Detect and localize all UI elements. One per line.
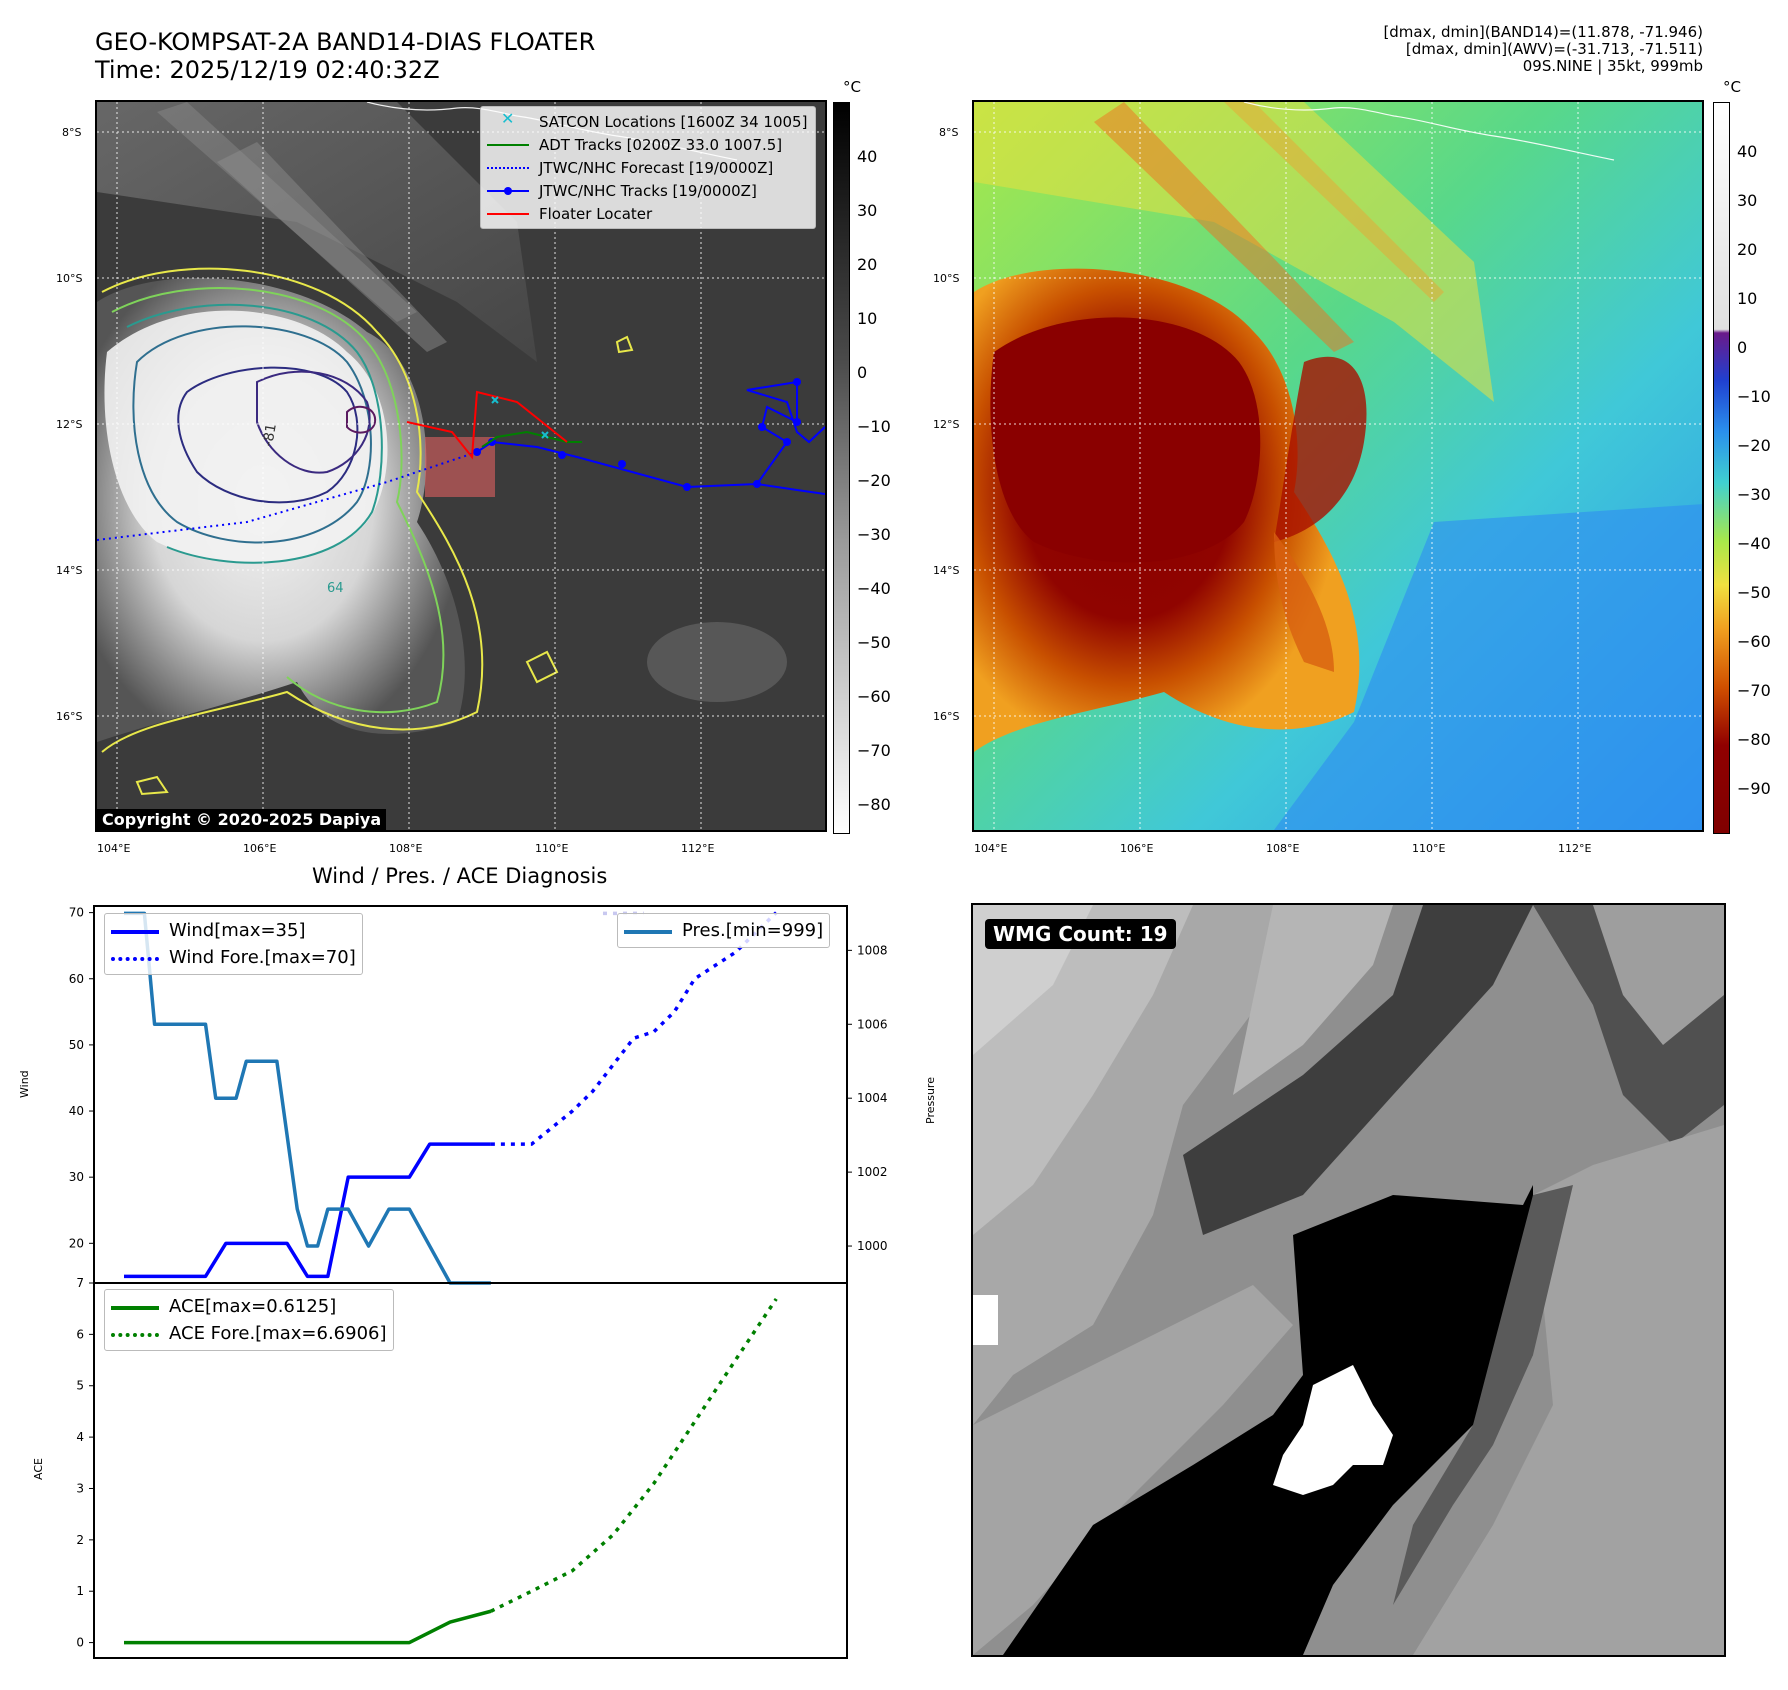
ace-line <box>124 1609 492 1645</box>
lat-tick: 14°S <box>933 564 960 577</box>
legend-satcon: ✕ SATCON Locations [1600Z 34 1005] <box>487 108 809 133</box>
lon-tick: 108°E <box>1266 842 1300 855</box>
diagnosis-title: Wind / Pres. / ACE Diagnosis <box>312 864 608 888</box>
lon-tick: 104°E <box>97 842 131 855</box>
y-tick-label: 30 <box>69 1170 84 1184</box>
legend-adt: ADT Tracks [0200Z 33.0 1007.5] <box>487 133 809 156</box>
gray-colorbar <box>833 102 850 834</box>
y-tick-label: 0 <box>76 1636 84 1650</box>
wind-line <box>124 1142 491 1279</box>
contour-label-64: 64 <box>327 581 344 596</box>
legend-forecast: JTWC/NHC Forecast [19/0000Z] <box>487 156 809 179</box>
legend-tracks: JTWC/NHC Tracks [19/0000Z] <box>487 179 809 202</box>
title-line-1: GEO-KOMPSAT-2A BAND14-DIAS FLOATER <box>95 28 596 56</box>
y-right-tick-label: 1000 <box>857 1239 888 1253</box>
lat-tick: 10°S <box>933 272 960 285</box>
y-tick-label: 1 <box>76 1584 84 1598</box>
lon-tick: 112°E <box>681 842 715 855</box>
ace-axis-label: ACE <box>32 1458 45 1480</box>
lon-tick: 104°E <box>974 842 1008 855</box>
legend-wind: Wind[max=35] <box>111 917 356 944</box>
satcon-markers <box>491 396 549 439</box>
lon-tick: 106°E <box>243 842 277 855</box>
wind-legend: Wind[max=35] Wind Fore.[max=70] <box>104 913 363 975</box>
floater-line-icon <box>487 207 529 221</box>
stats-info: [dmax, dmin](BAND14)=(11.878, -71.946) [… <box>1103 24 1703 75</box>
y-tick-label: 5 <box>76 1379 84 1393</box>
lat-tick: 16°S <box>56 710 83 723</box>
lon-tick: 106°E <box>1120 842 1154 855</box>
lat-tick: 8°S <box>939 126 959 139</box>
forecast-line-icon <box>487 161 529 175</box>
y-tick-label: 6 <box>76 1327 84 1341</box>
ir-color-map <box>972 100 1704 832</box>
legend-floater: Floater Locater <box>487 202 809 225</box>
wmg-count-badge: WMG Count: 19 <box>985 919 1176 949</box>
lon-tick: 108°E <box>389 842 423 855</box>
lat-tick: 14°S <box>56 564 83 577</box>
forecast-track <box>97 451 478 541</box>
ace-fore-line-icon <box>111 1327 159 1341</box>
lon-tick: 112°E <box>1558 842 1592 855</box>
info-awv: [dmax, dmin](AWV)=(-31.713, -71.511) <box>1405 40 1703 58</box>
legend-wind-fore: Wind Fore.[max=70] <box>111 944 356 971</box>
lat-tick: 10°S <box>56 272 83 285</box>
ace-legend: ACE[max=0.6125] ACE Fore.[max=6.6906] <box>104 1289 394 1351</box>
ir-gray-map: -81 64 <box>95 100 827 832</box>
lat-tick: 12°S <box>56 418 83 431</box>
y-tick-label: 3 <box>76 1481 84 1495</box>
contour-label-81: -81 <box>260 422 280 447</box>
wind-line-icon <box>111 924 159 938</box>
lon-tick: 110°E <box>1412 842 1446 855</box>
copyright-label: Copyright © 2020-2025 Dapiya <box>97 809 387 830</box>
satcon-icon: ✕ <box>501 108 515 128</box>
legend-pressure: Pres.[min=999] <box>624 917 823 944</box>
y-tick-label: 70 <box>69 906 84 920</box>
y-tick-label: 4 <box>76 1430 84 1444</box>
wmg-panel: WMG Count: 19 <box>971 903 1726 1657</box>
y-right-tick-label: 1006 <box>857 1017 888 1031</box>
map-legend: ✕ SATCON Locations [1600Z 34 1005] ADT Tr… <box>480 106 816 229</box>
title-line-2: Time: 2025/12/19 02:40:32Z <box>95 56 440 84</box>
pressure-legend: Pres.[min=999] <box>617 913 831 948</box>
figure-title: GEO-KOMPSAT-2A BAND14-DIAS FLOATER Time:… <box>95 28 595 84</box>
legend-ace: ACE[max=0.6125] <box>111 1293 387 1320</box>
y-right-tick-label: 1002 <box>857 1165 888 1179</box>
floater-locater-path <box>406 390 568 460</box>
lon-tick: 110°E <box>535 842 569 855</box>
wind-axis-label: Wind <box>18 1070 31 1098</box>
jtwc-points <box>473 378 801 491</box>
pressure-line-icon <box>624 924 672 938</box>
y-tick-label: 50 <box>69 1038 84 1052</box>
adt-line-icon <box>487 138 529 152</box>
color-colorbar-unit: °C <box>1723 78 1741 96</box>
y-right-tick-label: 1008 <box>857 943 888 957</box>
ir-color-image <box>974 102 1702 830</box>
tracks-line-icon <box>487 184 529 198</box>
color-colorbar <box>1713 102 1730 834</box>
ace-line-icon <box>111 1300 159 1314</box>
y-tick-label: 60 <box>69 972 84 986</box>
y-tick-label: 7 <box>76 1276 84 1290</box>
y-tick-label: 40 <box>69 1104 84 1118</box>
wmg-image <box>973 905 1724 1655</box>
wind-fore-line-icon <box>111 951 159 965</box>
y-tick-label: 20 <box>69 1236 84 1250</box>
y-tick-label: 2 <box>76 1533 84 1547</box>
lat-tick: 12°S <box>933 418 960 431</box>
ace-fore-line <box>490 1297 778 1613</box>
gray-colorbar-unit: °C <box>843 78 861 96</box>
y-right-tick-label: 1004 <box>857 1091 888 1105</box>
info-band14: [dmax, dmin](BAND14)=(11.878, -71.946) <box>1383 23 1703 41</box>
legend-ace-fore: ACE Fore.[max=6.6906] <box>111 1320 387 1347</box>
adt-track <box>481 430 582 448</box>
info-storm: 09S.NINE | 35kt, 999mb <box>1522 57 1703 75</box>
pressure-axis-label: Pressure <box>924 1077 937 1124</box>
lat-tick: 16°S <box>933 710 960 723</box>
lat-tick: 8°S <box>62 126 82 139</box>
